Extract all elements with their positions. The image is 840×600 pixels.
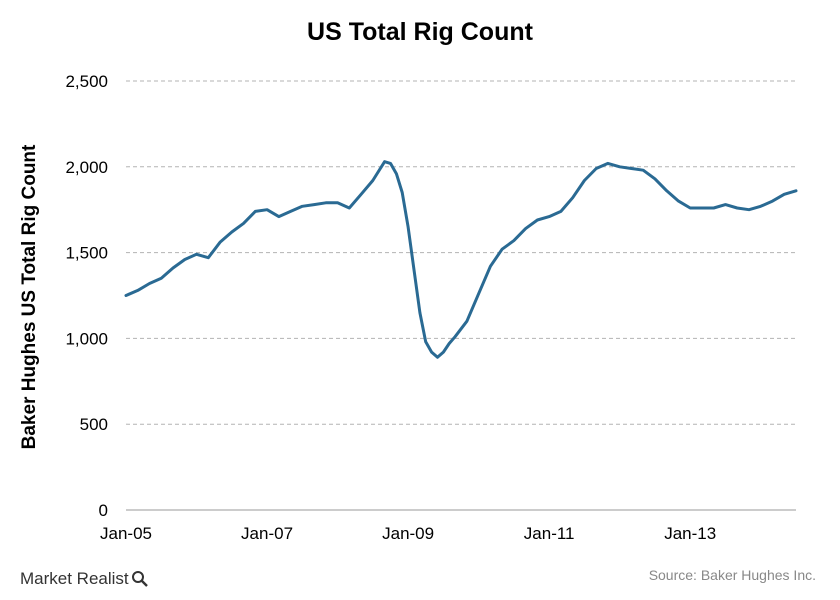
y-tick-label: 500	[80, 415, 108, 434]
chart-title: US Total Rig Count	[307, 18, 533, 46]
y-tick-label: 1,000	[65, 329, 108, 348]
y-tick-label: 2,000	[65, 158, 108, 177]
magnifier-icon	[131, 571, 148, 587]
x-tick-labels: Jan-05 Jan-07 Jan-09 Jan-11 Jan-13	[100, 524, 716, 543]
y-tick-label: 0	[99, 501, 108, 520]
brand-logo: Market Realist	[20, 569, 149, 589]
y-tick-label: 2,500	[65, 72, 108, 91]
series-line	[124, 160, 798, 359]
y-tick-label: 1,500	[65, 244, 108, 263]
x-tick-label: Jan-09	[382, 524, 434, 543]
brand-name: Market Realist	[20, 569, 129, 588]
gridlines	[126, 80, 796, 425]
x-tick-label: Jan-07	[241, 524, 293, 543]
series-group	[124, 160, 798, 359]
x-tick-label: Jan-05	[100, 524, 152, 543]
y-tick-labels: 0 500 1,000 1,500 2,000 2,500	[65, 72, 108, 520]
x-tick-label: Jan-13	[664, 524, 716, 543]
source-note: Source: Baker Hughes Inc.	[648, 567, 816, 583]
x-tick-label: Jan-11	[524, 524, 575, 543]
